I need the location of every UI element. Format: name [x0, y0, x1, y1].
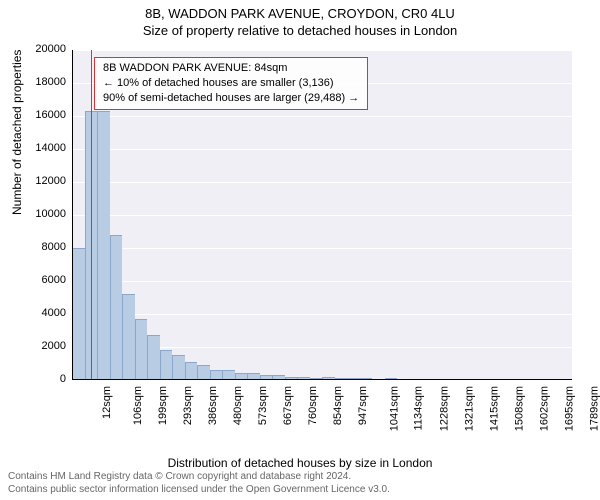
x-tick-label: 1041sqm [388, 386, 400, 431]
histogram-bar [72, 248, 85, 380]
histogram-bar [160, 350, 173, 380]
y-tick-label: 0 [16, 373, 66, 385]
x-tick-label: 199sqm [157, 386, 169, 425]
footer: Contains HM Land Registry data © Crown c… [8, 470, 390, 496]
y-gridline [72, 50, 572, 51]
footer-line-1: Contains HM Land Registry data © Crown c… [8, 470, 390, 483]
histogram-bar [185, 362, 198, 380]
y-gridline [72, 314, 572, 315]
y-axis-line [72, 50, 73, 380]
histogram-bar [197, 365, 210, 380]
histogram-bar [122, 294, 135, 380]
y-tick-label: 2000 [16, 340, 66, 352]
guide-line [91, 50, 92, 380]
footer-line-2: Contains public sector information licen… [8, 483, 390, 496]
histogram-bar [147, 335, 160, 380]
y-tick-label: 10000 [16, 208, 66, 220]
x-tick-label: 293sqm [182, 386, 194, 425]
x-axis-label: Distribution of detached houses by size … [0, 456, 600, 470]
x-tick-label: 1228sqm [438, 386, 450, 431]
x-tick-label: 1321sqm [463, 386, 475, 431]
y-tick-label: 12000 [16, 175, 66, 187]
x-tick-label: 1602sqm [538, 386, 550, 431]
x-tick-label: 760sqm [307, 386, 319, 425]
x-tick-label: 947sqm [357, 386, 369, 425]
callout-line-2: ← 10% of detached houses are smaller (3,… [103, 76, 359, 91]
x-axis-line [72, 379, 572, 380]
y-tick-label: 20000 [16, 43, 66, 55]
y-gridline [72, 281, 572, 282]
x-tick-label: 1789sqm [588, 386, 600, 431]
x-tick-label: 1508sqm [513, 386, 525, 431]
x-tick-label: 854sqm [332, 386, 344, 425]
callout-line-3: 90% of semi-detached houses are larger (… [103, 91, 359, 106]
y-gridline [72, 149, 572, 150]
y-tick-label: 16000 [16, 109, 66, 121]
histogram-bar [97, 111, 110, 380]
histogram-bar [135, 319, 148, 380]
x-tick-label: 1134sqm [412, 386, 424, 430]
y-tick-label: 4000 [16, 307, 66, 319]
callout-box: 8B WADDON PARK AVENUE: 84sqm ← 10% of de… [94, 57, 368, 110]
y-gridline [72, 248, 572, 249]
x-tick-label: 480sqm [232, 386, 244, 425]
y-tick-label: 8000 [16, 241, 66, 253]
y-gridline [72, 116, 572, 117]
x-tick-label: 386sqm [207, 386, 219, 425]
y-gridline [72, 215, 572, 216]
y-gridline [72, 182, 572, 183]
y-tick-label: 14000 [16, 142, 66, 154]
title-sub: Size of property relative to detached ho… [0, 21, 600, 38]
histogram-bar [110, 235, 123, 380]
y-axis-label: Number of detached properties [10, 50, 24, 215]
callout-line-1: 8B WADDON PARK AVENUE: 84sqm [103, 61, 359, 76]
x-tick-label: 573sqm [257, 386, 269, 425]
x-tick-label: 12sqm [101, 386, 113, 419]
y-tick-label: 6000 [16, 274, 66, 286]
x-tick-label: 106sqm [132, 386, 144, 425]
y-gridline [72, 380, 572, 381]
y-tick-label: 18000 [16, 76, 66, 88]
x-tick-label: 1695sqm [563, 386, 575, 431]
x-tick-label: 1415sqm [488, 386, 500, 431]
x-tick-label: 667sqm [282, 386, 294, 425]
title-main: 8B, WADDON PARK AVENUE, CROYDON, CR0 4LU [0, 0, 600, 21]
histogram-bar [172, 355, 185, 380]
